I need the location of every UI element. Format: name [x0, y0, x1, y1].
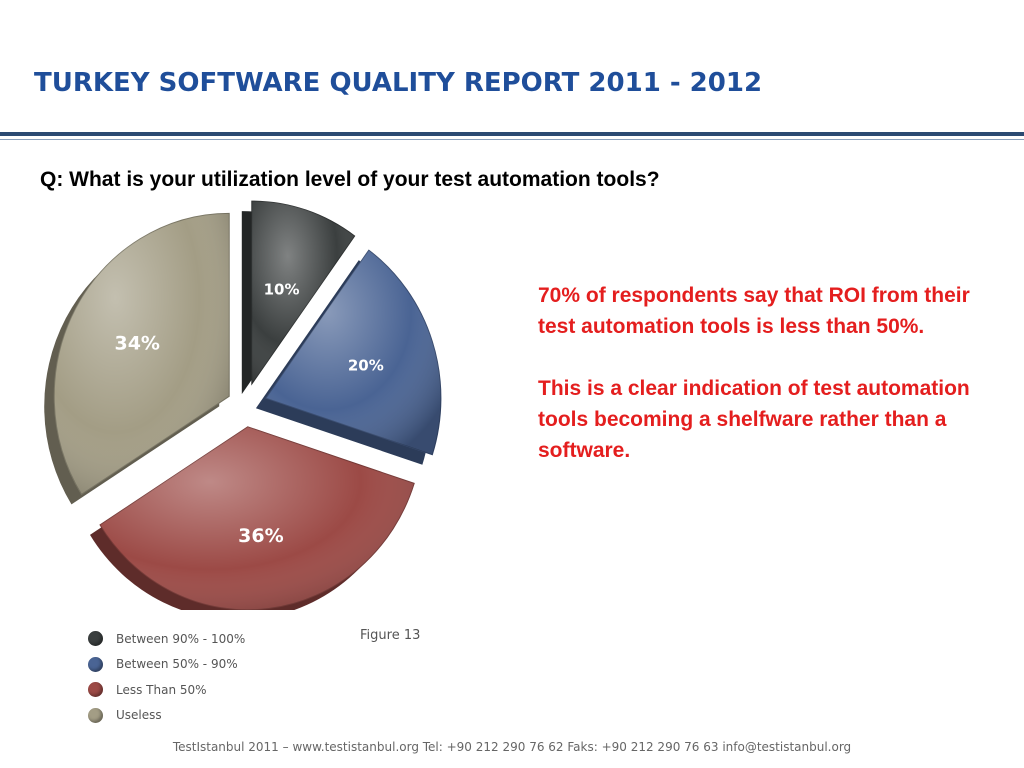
pie-slice-shading-3	[99, 426, 415, 610]
callout-text: 70% of respondents say that ROI from the…	[538, 280, 978, 497]
legend-label: Useless	[116, 708, 162, 723]
pie-slice-shading-4	[54, 213, 230, 495]
legend-swatch	[88, 631, 103, 647]
legend-item: Useless	[88, 703, 245, 729]
callout-paragraph-1: 70% of respondents say that ROI from the…	[538, 284, 970, 338]
header-divider	[0, 132, 1024, 136]
footer-contact: TestIstanbul 2011 – www.testistanbul.org…	[172, 740, 852, 754]
legend-label: Between 50% - 90%	[116, 657, 238, 672]
figure-label: Figure 13	[360, 628, 421, 643]
pie-data-label-4: 34%	[114, 332, 159, 354]
legend-item: Between 90% - 100%	[88, 626, 245, 652]
pie-chart: 10% 20% 36% 34%	[44, 200, 442, 610]
pie-slice-shading-1	[251, 201, 355, 385]
legend-swatch	[88, 656, 103, 672]
legend-swatch	[88, 707, 103, 723]
header-divider-thin	[0, 139, 1024, 140]
pie-slice-shading-2	[265, 250, 441, 455]
survey-question: Q: What is your utilization level of you…	[40, 168, 660, 191]
pie-data-label-2: 20%	[348, 356, 384, 374]
callout-paragraph-2: This is a clear indication of test autom…	[538, 377, 970, 462]
page-title: TURKEY SOFTWARE QUALITY REPORT 2011 - 20…	[34, 68, 763, 98]
legend-item: Less Than 50%	[88, 677, 245, 703]
pie-data-label-1: 10%	[264, 280, 300, 298]
legend-label: Between 90% - 100%	[116, 631, 246, 646]
pie-data-label-3: 36%	[238, 525, 283, 547]
chart-legend: Between 90% - 100% Between 50% - 90% Less …	[88, 626, 245, 728]
legend-item: Between 50% - 90%	[88, 652, 245, 678]
legend-label: Less Than 50%	[116, 682, 207, 697]
legend-swatch	[88, 682, 103, 698]
